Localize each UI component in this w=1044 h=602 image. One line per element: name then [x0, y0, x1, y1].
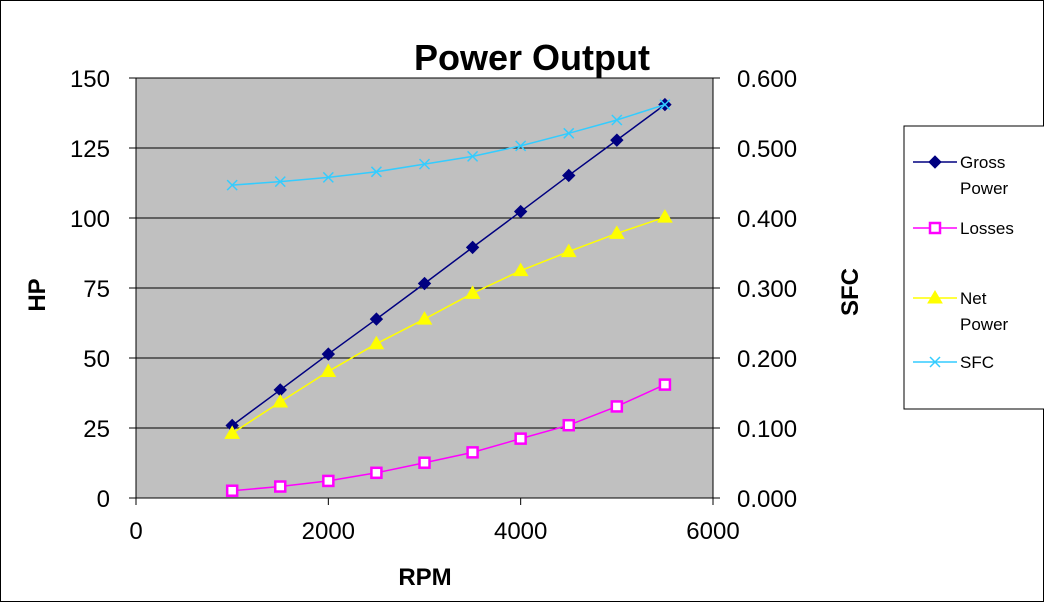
legend-item-sfc: SFC [913, 353, 994, 372]
point-sfc [515, 140, 527, 152]
legend-label: Losses [960, 219, 1014, 238]
point-sfc [274, 176, 286, 188]
legend-label: SFC [960, 353, 994, 372]
point-losses [658, 378, 672, 391]
point-net-power [657, 209, 673, 223]
point-losses [274, 480, 287, 493]
point-net-power [512, 262, 529, 277]
legend-marker [929, 356, 941, 368]
point-net-power [272, 393, 289, 408]
point-losses [466, 446, 479, 459]
y-tick-label: 100 [70, 206, 110, 233]
series-line-gross-power [231, 103, 666, 427]
series-line-losses [232, 383, 666, 492]
point-gross-power [513, 204, 528, 219]
y-tick-label: 25 [83, 416, 110, 443]
point-net-power [224, 425, 241, 439]
point-net-power [416, 311, 433, 325]
chart-title: Power Output [414, 37, 650, 78]
point-gross-power [417, 276, 432, 291]
y-tick-label: 50 [83, 346, 110, 373]
point-losses [225, 484, 239, 497]
legend-marker [927, 290, 943, 304]
y2-tick-label: 0.600 [737, 66, 797, 93]
point-net-power [464, 285, 481, 299]
point-sfc [418, 158, 431, 170]
point-sfc [370, 166, 382, 178]
legend-marker [928, 155, 942, 169]
x-tick-label: 6000 [686, 518, 739, 545]
y2-tick-label: 0.400 [737, 206, 797, 233]
y-tick-label: 0 [97, 486, 110, 513]
point-sfc [226, 179, 238, 191]
y-axis-title: HP [24, 278, 51, 311]
x-tick-label: 0 [129, 518, 142, 545]
y2-axis-title: SFC [837, 268, 864, 316]
x-tick-label: 2000 [302, 518, 355, 545]
point-net-power [608, 225, 625, 239]
point-gross-power [610, 133, 624, 147]
point-sfc [611, 114, 623, 126]
point-gross-power [465, 240, 480, 255]
axes: 0 25 50 75 100 125 150 0.000 0.100 0.200 0.300 0.40… [70, 66, 797, 545]
point-sfc [467, 150, 479, 162]
x-tick-label: 4000 [494, 518, 547, 545]
y2-tick-label: 0.100 [737, 416, 797, 443]
legend-label: Net Power [960, 289, 1009, 334]
legend-item-gross-power: Gross Power [913, 153, 1009, 198]
series-line-sfc [232, 103, 666, 186]
point-gross-power [562, 168, 576, 183]
legend-item-net-power: Net Power [913, 289, 1009, 334]
point-net-power [368, 335, 385, 350]
y-tick-label: 125 [70, 136, 110, 163]
legend: Gross Power Losses Net Power SFC [903, 125, 1044, 410]
point-losses [514, 432, 527, 445]
y2-tick-label: 0.000 [737, 486, 797, 513]
legend-marker [928, 221, 942, 235]
legend-label: Gross Power [960, 153, 1009, 198]
series-layer [224, 97, 673, 497]
point-gross-power [321, 347, 336, 361]
point-sfc [659, 99, 671, 111]
y2-tick-label: 0.500 [737, 136, 797, 163]
series-net-power [224, 209, 673, 439]
point-net-power [320, 363, 337, 377]
point-losses [610, 400, 624, 413]
series-gross-power [225, 97, 672, 433]
series-losses [225, 378, 672, 497]
point-sfc [322, 171, 334, 183]
y-tick-label: 150 [70, 66, 110, 93]
point-losses [322, 474, 335, 488]
y2-tick-label: 0.300 [737, 276, 797, 303]
y-tick-label: 75 [83, 276, 110, 303]
series-line-net-power [231, 216, 666, 434]
point-losses [418, 456, 431, 469]
point-losses [562, 418, 575, 432]
point-gross-power [369, 312, 384, 326]
point-net-power [560, 243, 577, 258]
legend-item-losses: Losses [913, 219, 1014, 238]
point-sfc [563, 127, 575, 139]
series-sfc [226, 99, 671, 191]
y2-tick-label: 0.200 [737, 346, 797, 373]
x-axis-title: RPM [398, 564, 451, 591]
point-losses [370, 466, 383, 480]
